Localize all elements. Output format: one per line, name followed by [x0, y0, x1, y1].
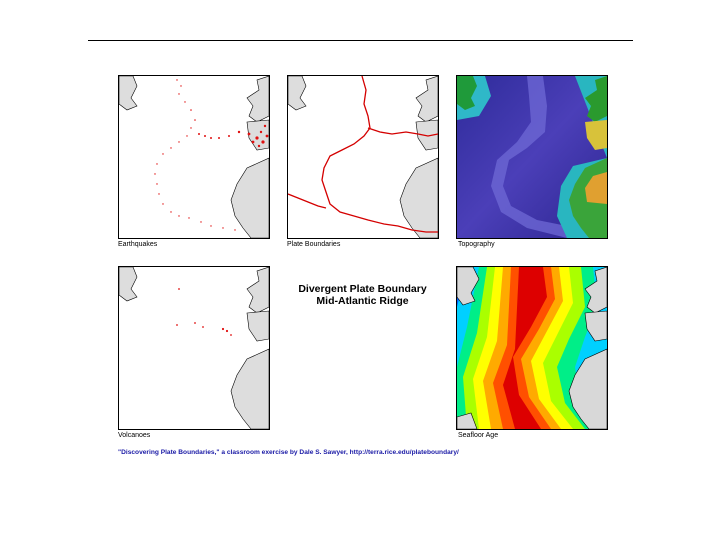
top-divider-line [88, 40, 633, 41]
seafloor-age-map [456, 266, 608, 430]
seafloor-age-caption: Seafloor Age [458, 432, 499, 439]
topography-caption: Topography [458, 241, 495, 248]
volcanoes-map [118, 266, 270, 430]
title-line-1: Divergent Plate Boundary [298, 283, 427, 295]
title-line-2: Mid-Atlantic Ridge [316, 295, 409, 307]
plate-boundaries-caption: Plate Boundaries [287, 241, 341, 248]
volcanoes-caption: Volcanoes [118, 432, 151, 439]
diagram-title: Divergent Plate Boundary Mid-Atlantic Ri… [285, 283, 440, 307]
earthquakes-caption: Earthquakes [118, 241, 158, 248]
earthquakes-map [118, 75, 270, 239]
credit-line: "Discovering Plate Boundaries," a classr… [118, 449, 459, 456]
plate-boundaries-map [287, 75, 439, 239]
topography-map [456, 75, 608, 239]
